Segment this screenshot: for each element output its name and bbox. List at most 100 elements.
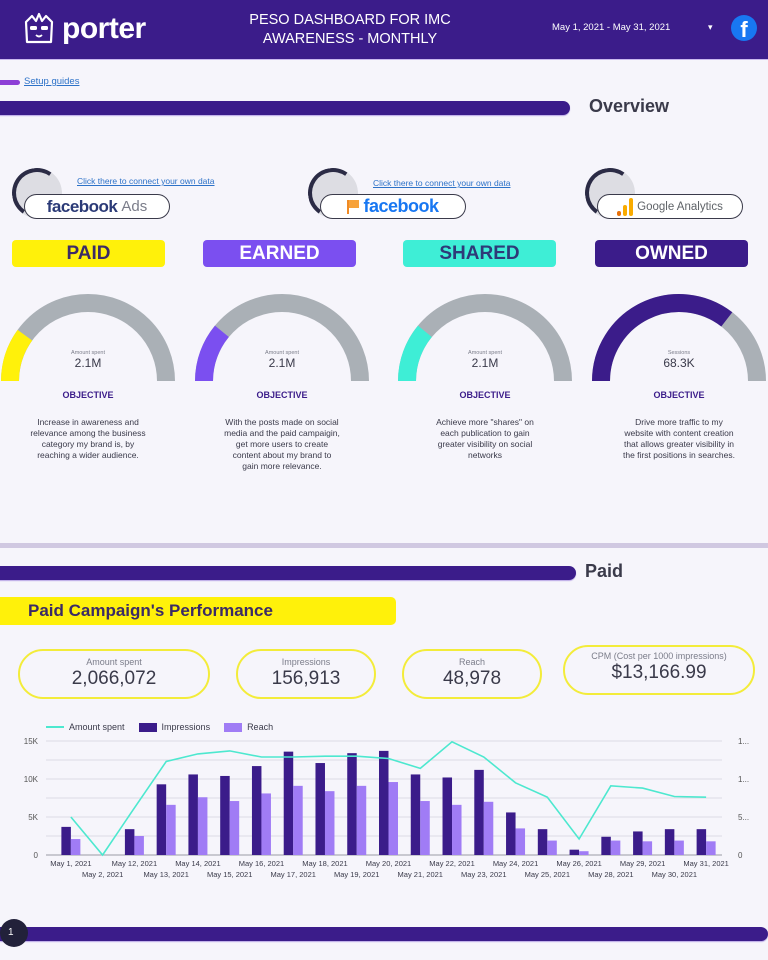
svg-text:1...: 1...: [738, 775, 749, 784]
overview-title: Overview: [589, 96, 670, 116]
gauge-arc: [195, 294, 369, 382]
earned-label: EARNED: [203, 240, 356, 267]
header-bar: porter PESO DASHBOARD FOR IMC AWARENESS …: [0, 0, 768, 60]
gauge-arc: [592, 294, 766, 382]
svg-text:May 28, 2021: May 28, 2021: [588, 870, 633, 879]
svg-text:May 12, 2021: May 12, 2021: [112, 859, 157, 868]
svg-text:May 31, 2021: May 31, 2021: [683, 859, 728, 868]
shared-objective-text: Achieve more "shares" on each publicatio…: [436, 417, 534, 460]
paid-label: PAID: [12, 240, 165, 267]
facebook-page-connector[interactable]: facebook: [304, 164, 488, 228]
facebook-ads-connector[interactable]: facebook Ads: [8, 164, 192, 228]
chart-legend: Amount spent Impressions Reach: [46, 722, 273, 732]
legend-label: Reach: [247, 722, 274, 732]
shared-label: SHARED: [403, 240, 556, 267]
paid-section-title: Paid: [585, 561, 624, 581]
cat-mascot-icon: [24, 12, 54, 44]
chart-plot: 0 5K 10K 15K 0 5... 1... 1... May 1, 2021 May 2, …: [24, 737, 749, 879]
title-line-2: AWARENESS - MONTHLY: [262, 31, 438, 47]
shared-gauge: Amount spent 2.1M: [397, 293, 573, 383]
brand-name: porter: [62, 12, 146, 45]
svg-text:May 20, 2021: May 20, 2021: [366, 859, 411, 868]
legend-reach[interactable]: Reach: [224, 722, 273, 732]
gauge-metric-label: Amount spent: [468, 350, 502, 356]
svg-text:0: 0: [34, 851, 39, 860]
svg-text:10K: 10K: [24, 775, 39, 784]
line-swatch-icon: [46, 726, 64, 728]
svg-text:May 1, 2021: May 1, 2021: [50, 859, 91, 868]
kpi-cpm: CPM (Cost per 1000 impressions) $13,166.…: [563, 645, 755, 695]
google-analytics-badge[interactable]: Google Analytics: [597, 194, 743, 219]
svg-text:May 19, 2021: May 19, 2021: [334, 870, 379, 879]
paid-performance-chart: Amount spent Impressions Reach 0 5K 10K 15K…: [0, 715, 768, 885]
legend-amount-spent[interactable]: Amount spent: [46, 722, 125, 732]
svg-text:May 15, 2021: May 15, 2021: [207, 870, 252, 879]
gauge-metric-label: Sessions: [667, 350, 691, 356]
google-analytics-connector[interactable]: Google Analytics: [581, 164, 765, 228]
svg-text:May 21, 2021: May 21, 2021: [398, 870, 443, 879]
facebook-logo-text: facebook: [363, 196, 439, 216]
paid-objective-heading: OBJECTIVE: [62, 390, 114, 400]
svg-text:15K: 15K: [24, 737, 39, 746]
svg-text:May 23, 2021: May 23, 2021: [461, 870, 506, 879]
facebook-icon[interactable]: f: [731, 15, 757, 41]
paid-section-bar: [0, 566, 576, 580]
paid-gauge: Amount spent 2.1M: [0, 293, 176, 383]
kpi-label: CPM (Cost per 1000 impressions): [591, 651, 727, 661]
kpi-value: 2,066,072: [71, 668, 157, 689]
gauge-metric-value: 2.1M: [268, 356, 296, 370]
shared-objective-heading: OBJECTIVE: [459, 390, 511, 400]
svg-text:5...: 5...: [738, 813, 749, 822]
connect-data-link-facebook-ads[interactable]: Click there to connect your own data: [77, 176, 215, 186]
setup-guides-link[interactable]: Setup guides: [24, 76, 80, 87]
legend-label: Impressions: [161, 722, 211, 732]
ads-label: Ads: [121, 198, 148, 215]
svg-text:May 14, 2021: May 14, 2021: [175, 859, 220, 868]
legend-impressions[interactable]: Impressions: [138, 722, 211, 732]
owned-objective-text: Drive more traffic to my website with co…: [623, 417, 735, 460]
kpi-value: 48,978: [442, 668, 502, 689]
svg-text:May 30, 2021: May 30, 2021: [652, 870, 697, 879]
bar-swatch-icon: [224, 722, 243, 732]
svg-text:May 24, 2021: May 24, 2021: [493, 859, 538, 868]
svg-text:1...: 1...: [738, 737, 749, 746]
earned-objective-text: With the posts made on social media and …: [224, 417, 340, 471]
owned-gauge: Sessions 68.3K: [591, 293, 767, 383]
overview-section-bar: [0, 101, 570, 115]
facebook-page-badge[interactable]: facebook: [320, 194, 466, 219]
chevron-down-icon[interactable]: ▾: [708, 22, 713, 32]
date-range-picker[interactable]: May 1, 2021 - May 31, 2021: [552, 22, 671, 33]
kpi-label: Amount spent: [86, 657, 142, 667]
legend-label: Amount spent: [69, 722, 125, 732]
google-analytics-icon: [617, 197, 634, 216]
svg-text:May 29, 2021: May 29, 2021: [620, 859, 665, 868]
flag-icon: [347, 199, 360, 214]
gauge-metric-value: 2.1M: [471, 356, 499, 370]
google-analytics-label: Google Analytics: [637, 200, 723, 213]
earned-gauge: Amount spent 2.1M: [194, 293, 370, 383]
gauge-arc: [398, 294, 572, 382]
page-number: 1: [0, 919, 28, 947]
svg-text:May 2, 2021: May 2, 2021: [82, 870, 123, 879]
title-line-1: PESO DASHBOARD FOR IMC: [249, 12, 451, 28]
kpi-value: 156,913: [271, 668, 341, 689]
kpi-amount-spent: Amount spent 2,066,072: [18, 649, 210, 699]
bar-swatch-icon: [138, 722, 157, 732]
svg-text:May 18, 2021: May 18, 2021: [302, 859, 347, 868]
gauge-metric-label: Amount spent: [265, 350, 299, 356]
gauge-metric-label: Amount spent: [71, 350, 105, 356]
facebook-ads-badge[interactable]: facebook Ads: [24, 194, 170, 219]
gauge-metric-value: 68.3K: [663, 356, 695, 370]
kpi-label: Reach: [458, 657, 485, 667]
owned-objective-heading: OBJECTIVE: [653, 390, 705, 400]
dashboard-title: PESO DASHBOARD FOR IMC AWARENESS - MONTH…: [220, 11, 480, 49]
owned-label: OWNED: [595, 240, 748, 267]
svg-text:May 22, 2021: May 22, 2021: [429, 859, 474, 868]
svg-text:May 16, 2021: May 16, 2021: [239, 859, 284, 868]
earned-objective-heading: OBJECTIVE: [256, 390, 308, 400]
connect-data-link-facebook[interactable]: Click there to connect your own data: [373, 178, 511, 188]
kpi-impressions: Impressions 156,913: [236, 649, 376, 699]
svg-text:May 17, 2021: May 17, 2021: [270, 870, 315, 879]
kpi-reach: Reach 48,978: [402, 649, 542, 699]
section-divider: [0, 543, 768, 548]
